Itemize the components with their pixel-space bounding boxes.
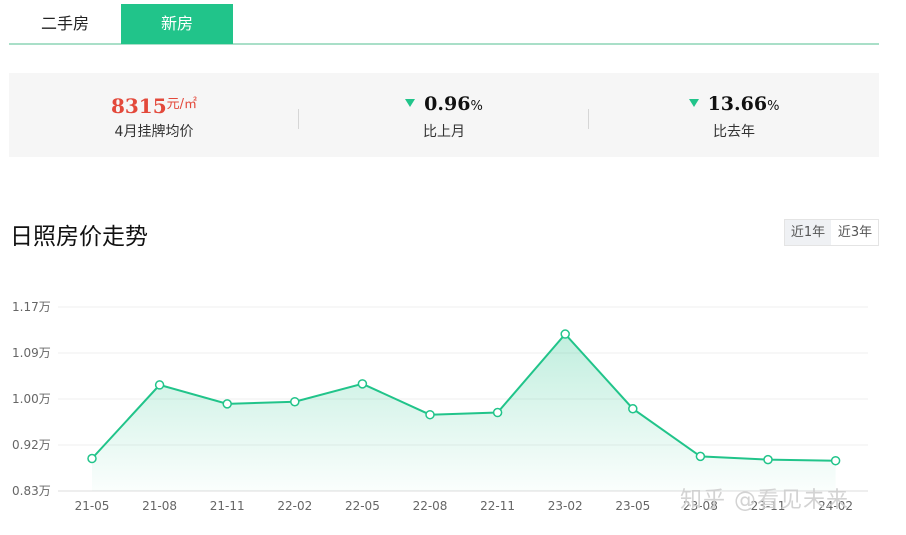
- down-arrow-icon: [405, 99, 416, 107]
- stat-year-change: 13.66% 比去年: [589, 73, 879, 157]
- price-point[interactable]: [222, 399, 232, 409]
- y-tick-label: 1.17万: [12, 300, 51, 314]
- price-point[interactable]: [628, 403, 638, 414]
- price-point[interactable]: [830, 455, 841, 466]
- average-price-value: 8315: [110, 94, 167, 118]
- stat-divider: [588, 109, 589, 129]
- house-type-tabs: 二手房 新房: [9, 4, 879, 45]
- price-trend-chart: 0.83万 0.92万 1.00万 1.09万 1.17万 21-05 21-08 21-1…: [12, 300, 868, 513]
- watermark: 知乎 @看见未来: [680, 488, 849, 513]
- x-tick-label: 22-08: [413, 499, 448, 513]
- x-tick-label: 23-02: [548, 499, 583, 513]
- average-price-unit: 元/㎡: [166, 97, 198, 112]
- month-change-label: 比上月: [423, 124, 465, 140]
- x-tick-label: 23-11: [751, 499, 786, 513]
- stat-month-change: 0.96% 比上月: [299, 73, 589, 157]
- price-point[interactable]: [87, 453, 97, 464]
- price-area: [92, 334, 836, 491]
- average-price-label: 4月挂牌均价: [114, 124, 194, 140]
- x-tick-label: 24-02: [818, 499, 853, 513]
- price-point[interactable]: [154, 380, 165, 390]
- x-tick-label: 22-11: [480, 499, 515, 513]
- price-stats-panel: 8315元/㎡ 4月挂牌均价 0.96% 比上月 13.66% 比去年: [9, 73, 879, 157]
- range-3-year-button[interactable]: 近3年: [832, 220, 878, 245]
- down-arrow-icon: [688, 99, 699, 107]
- year-change-unit: %: [767, 99, 780, 114]
- tab-new-house[interactable]: 新房: [121, 4, 233, 44]
- price-point[interactable]: [763, 454, 773, 465]
- x-tick-label: 23-08: [683, 499, 718, 513]
- y-tick-label: 0.92万: [12, 438, 51, 452]
- price-point[interactable]: [290, 396, 300, 407]
- stat-average-price: 8315元/㎡ 4月挂牌均价: [9, 73, 299, 157]
- y-tick-label: 1.00万: [12, 392, 51, 406]
- y-tick-label: 1.09万: [12, 346, 51, 360]
- price-point[interactable]: [492, 407, 503, 418]
- month-change-value: 0.96: [424, 93, 471, 115]
- x-tick-label: 21-05: [75, 499, 110, 513]
- price-point[interactable]: [695, 451, 706, 462]
- range-toggle: 近1年 近3年: [784, 219, 879, 246]
- range-1-year-button[interactable]: 近1年: [785, 220, 831, 245]
- x-tick-label: 23-05: [615, 499, 650, 513]
- price-point[interactable]: [560, 329, 570, 339]
- x-tick-label: 21-08: [142, 499, 177, 513]
- price-line: [91, 332, 836, 462]
- x-tick-label: 22-05: [345, 499, 380, 513]
- tab-second-hand[interactable]: 二手房: [40, 14, 89, 33]
- stat-divider: [298, 109, 299, 129]
- price-point[interactable]: [425, 409, 435, 420]
- x-tick-label: 22-02: [277, 499, 312, 513]
- year-change-label: 比去年: [713, 124, 755, 140]
- year-change-value: 13.66: [707, 93, 768, 115]
- x-tick-label: 21-11: [210, 499, 245, 513]
- month-change-unit: %: [470, 99, 483, 114]
- y-tick-label: 0.83万: [12, 484, 51, 498]
- section-title: 日照房价走势: [10, 224, 148, 250]
- price-point[interactable]: [357, 379, 368, 389]
